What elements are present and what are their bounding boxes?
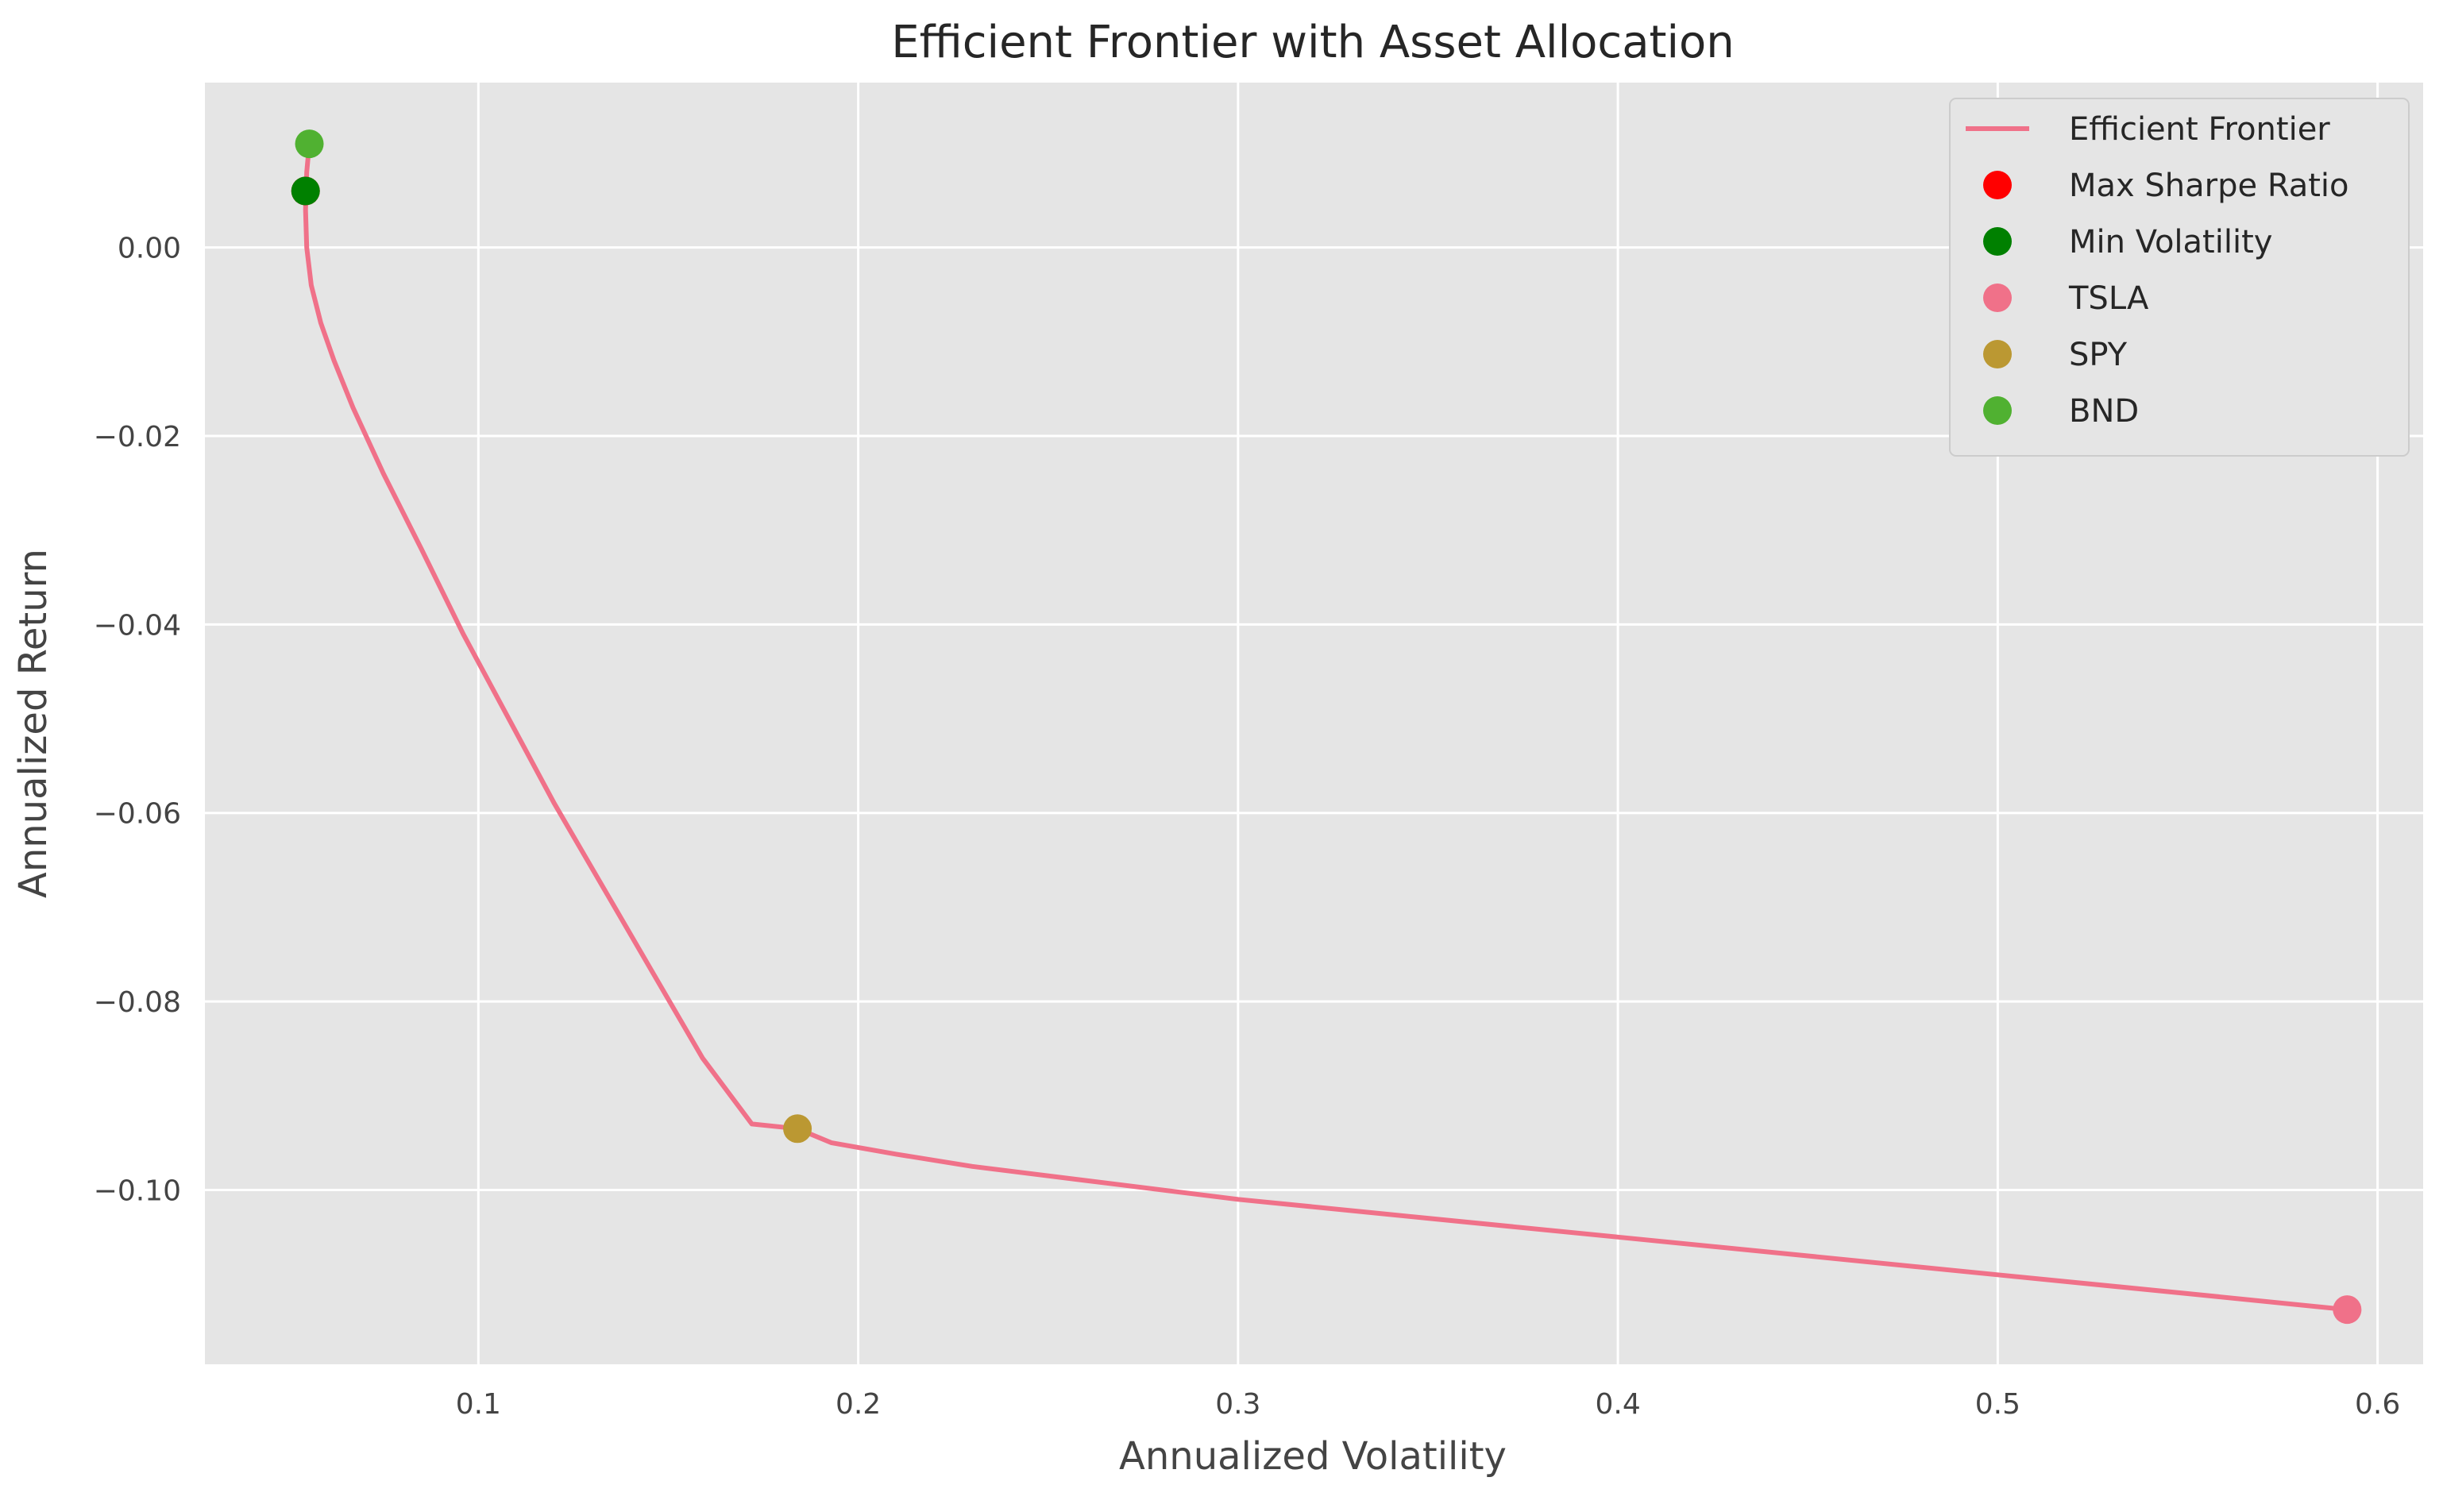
y-tick-label: −0.02	[94, 421, 181, 453]
y-tick-label: −0.06	[94, 798, 181, 831]
x-tick-label: 0.6	[2355, 1388, 2400, 1421]
legend-box	[1949, 98, 2410, 457]
legend-label-tsla: TSLA	[2068, 280, 2149, 317]
chart-title: Efficient Frontier with Asset Allocation	[891, 17, 1735, 68]
legend-label-efficient-frontier: Efficient Frontier	[2069, 111, 2330, 148]
x-tick-label: 0.2	[836, 1388, 881, 1421]
min-volatility-point	[291, 176, 320, 206]
x-tick-label: 0.3	[1215, 1388, 1260, 1421]
y-tick-label: 0.00	[118, 233, 181, 265]
series-layer	[291, 129, 2362, 1325]
y-axis-label: Annualized Return	[11, 549, 56, 898]
x-tick-label: 0.1	[456, 1388, 501, 1421]
legend-label-min-volatility: Min Volatility	[2069, 224, 2272, 260]
legend: Efficient Frontier Max Sharpe Ratio Min Vo…	[1949, 98, 2410, 457]
y-tick-label: −0.08	[94, 986, 181, 1019]
legend-label-spy: SPY	[2069, 337, 2128, 373]
y-axis-ticks: 0.00 −0.02 −0.04 −0.06 −0.08 −0.10	[94, 233, 181, 1208]
legend-marker-max-sharpe-ratio	[1983, 171, 2012, 199]
legend-label-max-sharpe-ratio: Max Sharpe Ratio	[2069, 168, 2349, 204]
legend-marker-spy	[1983, 340, 2012, 368]
tsla-point	[2333, 1295, 2362, 1325]
legend-marker-tsla	[1983, 284, 2012, 312]
legend-label-bnd: BND	[2069, 393, 2139, 430]
y-tick-label: −0.10	[94, 1174, 181, 1207]
bnd-point	[295, 129, 324, 159]
legend-marker-bnd	[1983, 396, 2012, 425]
x-tick-label: 0.5	[1975, 1388, 2020, 1421]
legend-marker-min-volatility	[1983, 227, 2012, 256]
x-axis-ticks: 0.1 0.2 0.3 0.4 0.5 0.6	[456, 1388, 2401, 1421]
x-axis-label: Annualized Volatility	[1119, 1434, 1507, 1479]
spy-point	[783, 1114, 812, 1144]
y-tick-label: −0.04	[94, 609, 181, 642]
x-tick-label: 0.4	[1595, 1388, 1640, 1421]
efficient-frontier-line	[303, 141, 2350, 1313]
